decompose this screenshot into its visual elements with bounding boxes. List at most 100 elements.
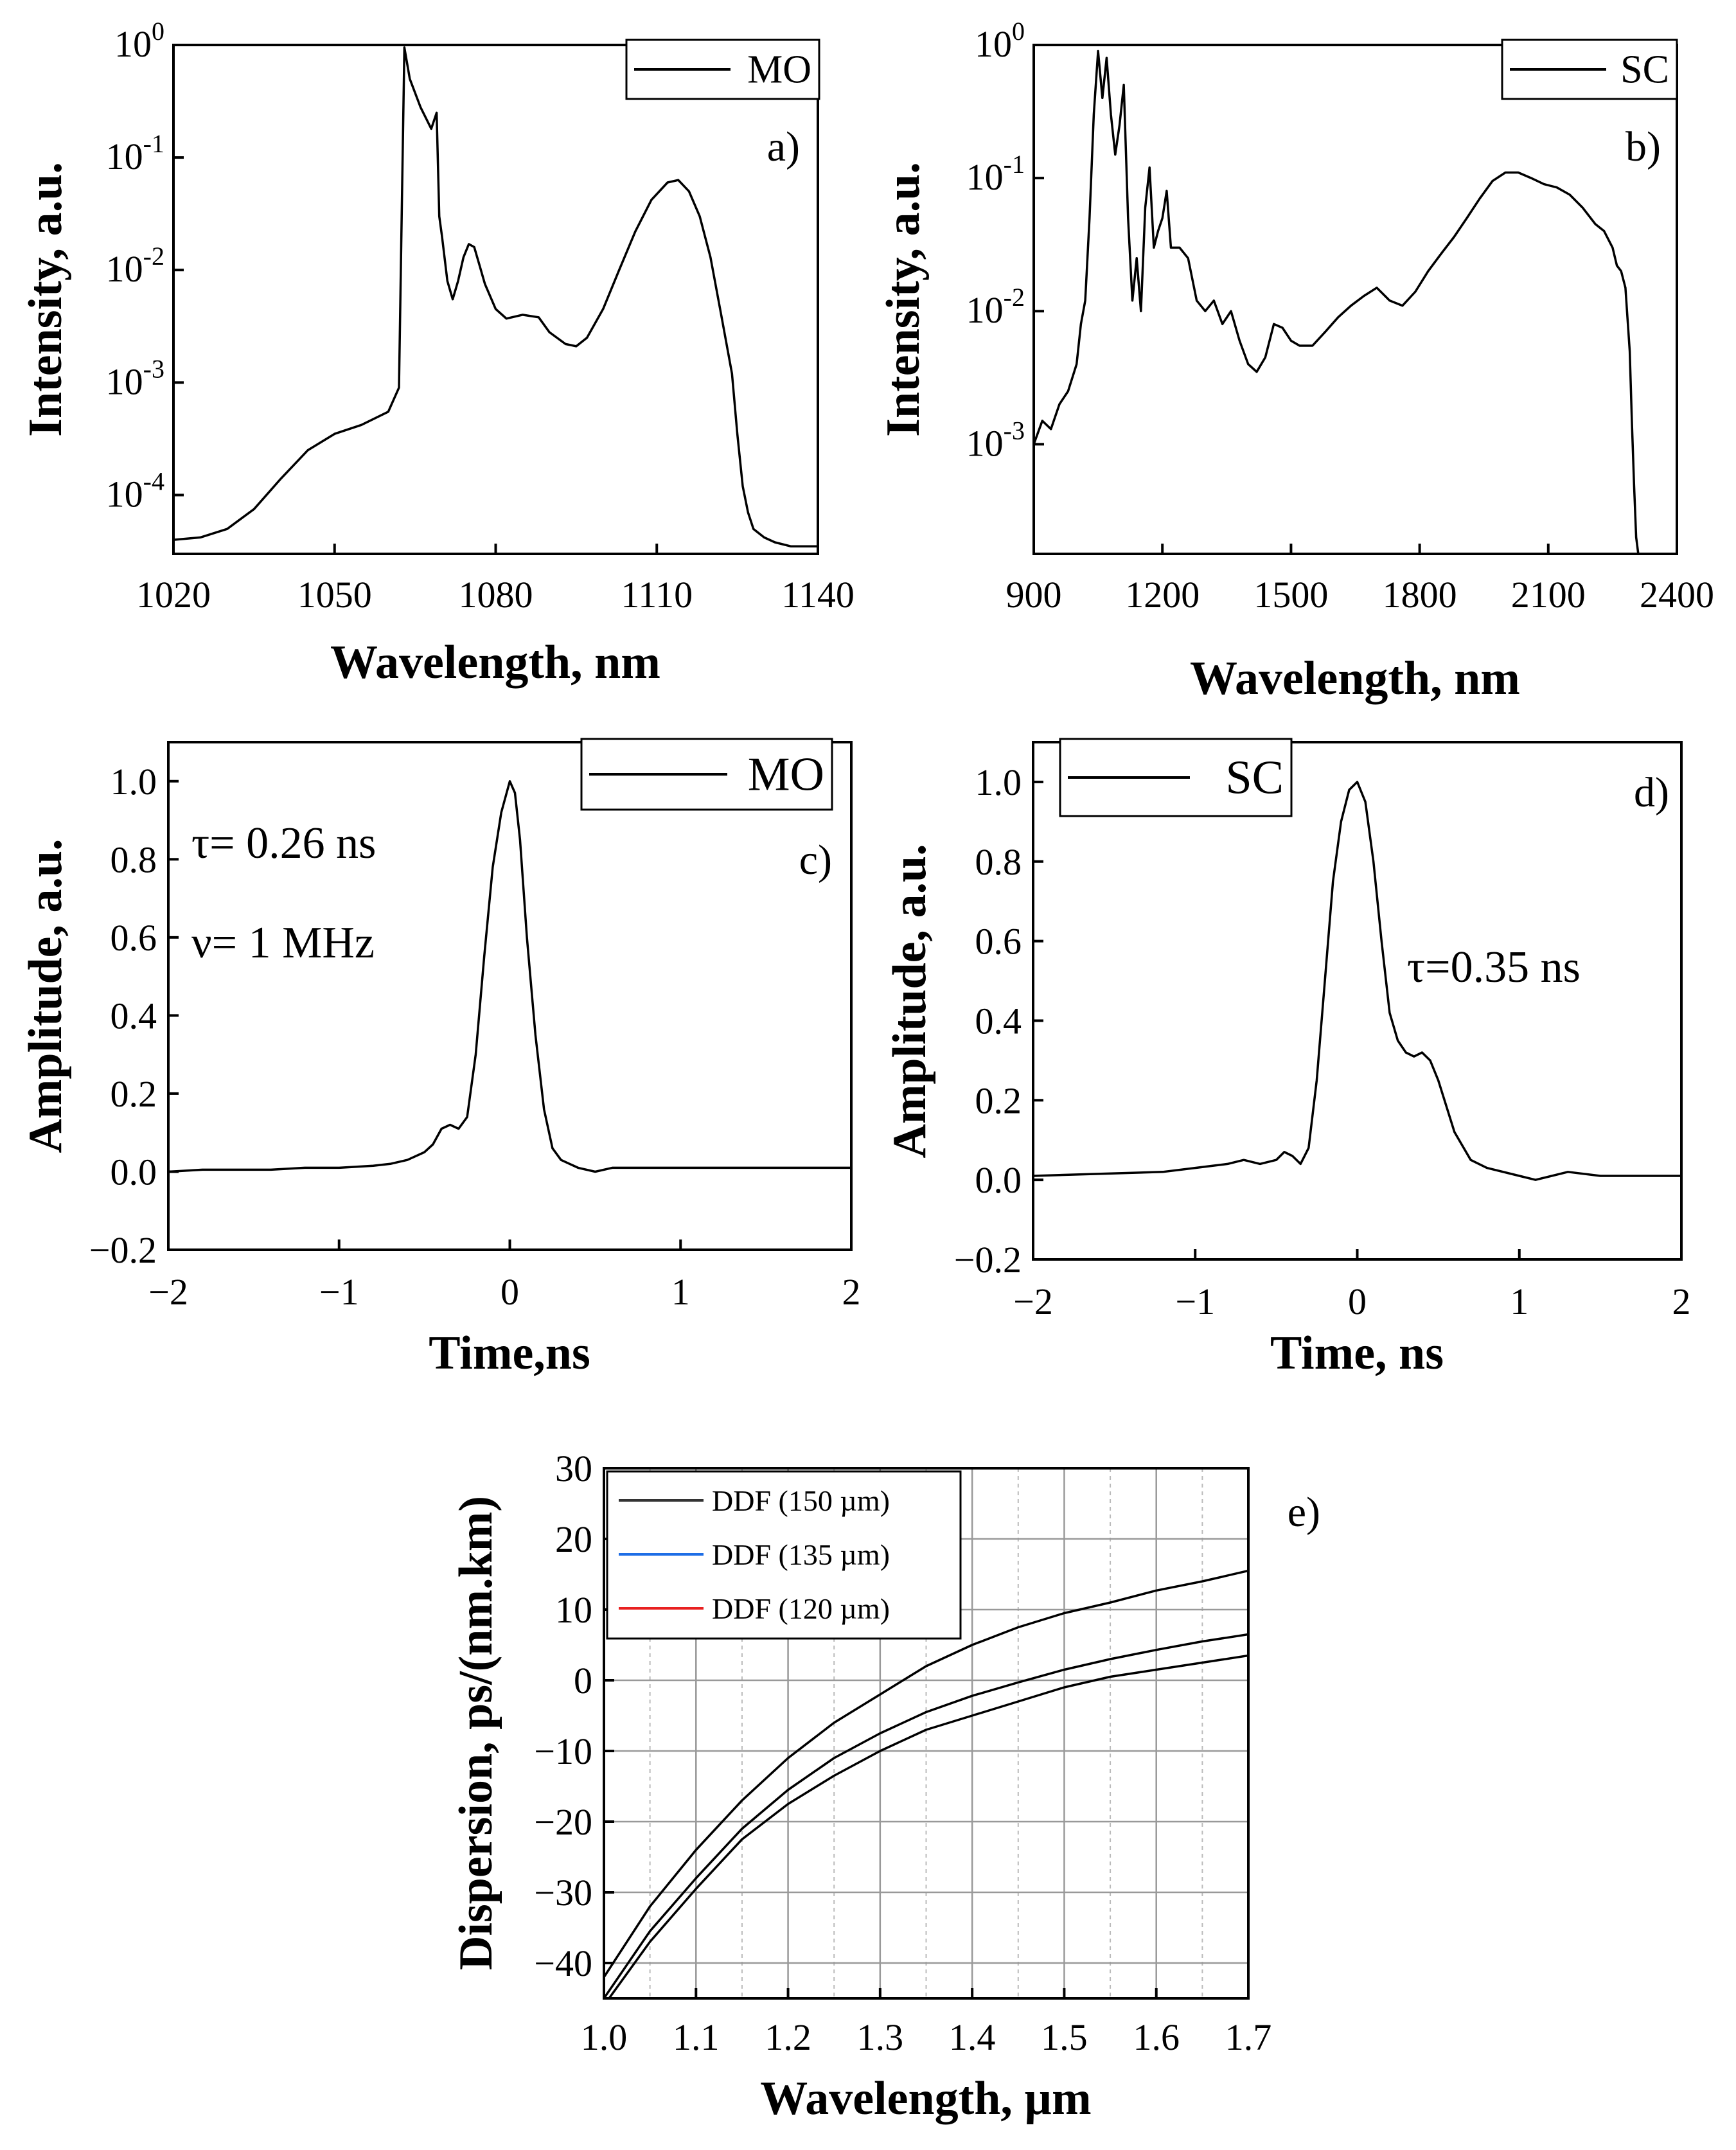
series-line-1 — [168, 780, 851, 1173]
x-tick-label: 1.6 — [1133, 2016, 1180, 2058]
x-axis-title: Time,ns — [429, 1327, 590, 1380]
legend-label: DDF (150 µm) — [712, 1484, 890, 1517]
y-tick-label: 10-2 — [966, 283, 1025, 331]
annotation-text: ν= 1 MHz — [191, 918, 375, 968]
plot-frame — [1032, 741, 1683, 1261]
x-tick-label: 1.5 — [1041, 2016, 1088, 2058]
x-tick-label: 1140 — [781, 574, 855, 616]
x-tick-label: 2400 — [1640, 574, 1714, 616]
series-line-1 — [604, 1569, 1248, 1978]
x-tick-label: −1 — [319, 1271, 359, 1313]
y-axis-title: Dispersion, ps/(nm.km) — [450, 1496, 502, 1970]
annotation-text: τ=0.35 ns — [1407, 943, 1581, 992]
annotation-text: τ= 0.26 ns — [191, 819, 376, 868]
legend-label: SC — [1620, 48, 1669, 91]
y-tick-label: 1.0 — [975, 761, 1022, 803]
panel-e-dispersion: 1.0 1.1 1.2 1.3 1.4 1.5 1.6 1.7 −40 −30 −20 −10 0 10 2… — [450, 1448, 1320, 2125]
x-tick-label: 1.3 — [857, 2016, 904, 2058]
y-tick-label: 10-2 — [106, 242, 164, 290]
x-tick-label: 1.7 — [1225, 2016, 1272, 2058]
x-axis-title: Time, ns — [1270, 1327, 1444, 1380]
panel-label: e) — [1288, 1489, 1320, 1536]
y-tick-label: −30 — [534, 1872, 592, 1914]
panel-label: b) — [1625, 123, 1661, 170]
y-tick-label: 0.8 — [111, 839, 157, 880]
x-axis-title: Wavelength, nm — [1190, 652, 1520, 705]
x-tick-label: 1200 — [1125, 574, 1200, 616]
y-tick-label: 30 — [555, 1448, 592, 1489]
x-axis-title: Wavelength, nm — [330, 636, 660, 689]
panel-b-spectrum-sc: 900 1200 1500 1800 2100 2400 100 10-1 10-2 10-3 Wa… — [877, 17, 1714, 705]
y-tick-label: 100 — [114, 17, 164, 65]
y-tick-label: 10-3 — [966, 416, 1025, 464]
y-axis-title: Amplitude, a.u. — [883, 844, 936, 1158]
legend-label: DDF (120 µm) — [712, 1592, 890, 1625]
panel-a-spectrum-mo: 1020 1050 1080 1110 1140 100 10-1 10-2 10-3 10-4 W… — [19, 17, 855, 689]
y-axis-title: Intensity, a.u. — [877, 162, 930, 437]
y-tick-label: 0 — [574, 1660, 592, 1701]
plot-frame — [1032, 44, 1678, 555]
x-tick-label: 0 — [500, 1271, 519, 1313]
y-tick-label: 10-1 — [966, 150, 1025, 198]
x-tick-label: 1050 — [297, 574, 372, 616]
panel-label: d) — [1634, 769, 1669, 816]
y-tick-label: 0.2 — [111, 1073, 157, 1115]
y-tick-label: 10-4 — [106, 466, 164, 515]
x-tick-label: 2100 — [1511, 574, 1586, 616]
x-tick-label: 1.4 — [949, 2016, 996, 2058]
x-tick-label: 1500 — [1253, 574, 1328, 616]
y-tick-label: −40 — [534, 1942, 592, 1984]
x-tick-label: 2 — [1672, 1281, 1691, 1322]
y-tick-label: 0.4 — [975, 1000, 1022, 1042]
series-line-1 — [173, 46, 818, 548]
y-tick-label: 0.0 — [975, 1159, 1022, 1201]
series-line-3 — [607, 1654, 1248, 1998]
series-line-1 — [1034, 49, 1640, 554]
x-tick-label: 1080 — [459, 574, 533, 616]
y-tick-label: 20 — [555, 1518, 592, 1560]
y-tick-label: 10-1 — [106, 129, 164, 177]
y-tick-label: 10 — [555, 1589, 592, 1631]
y-tick-label: 0.6 — [111, 917, 157, 959]
x-tick-label: 1 — [1510, 1281, 1528, 1322]
x-tick-label: 2 — [842, 1271, 861, 1313]
plot-frame — [172, 44, 819, 555]
y-tick-label: 0.4 — [111, 995, 157, 1036]
series-line-1 — [1033, 781, 1681, 1181]
series-line-2 — [604, 1633, 1248, 1998]
x-tick-label: 1.2 — [765, 2016, 811, 2058]
panel-label: a) — [767, 123, 800, 170]
y-tick-label: −0.2 — [89, 1229, 157, 1271]
x-tick-label: 1.1 — [673, 2016, 720, 2058]
x-tick-label: −2 — [1013, 1281, 1053, 1322]
y-tick-label: 1.0 — [111, 761, 157, 803]
y-tick-label: 0.0 — [111, 1151, 157, 1193]
y-tick-label: 0.6 — [975, 921, 1022, 963]
y-tick-label: −0.2 — [954, 1239, 1022, 1281]
legend-label: SC — [1225, 751, 1284, 804]
x-axis-title: Wavelength, µm — [760, 2072, 1091, 2125]
x-tick-label: 1110 — [621, 574, 693, 616]
y-tick-label: 100 — [975, 17, 1025, 65]
panel-c-pulse-mo: −2 −1 0 1 2 −0.2 0.0 0.2 0.4 0.6 0.8 1.0 Time,ns Ampl… — [19, 738, 861, 1380]
x-tick-label: 900 — [1006, 574, 1062, 616]
x-tick-label: 0 — [1348, 1281, 1367, 1322]
panel-d-pulse-sc: −2 −1 0 1 2 −0.2 0.0 0.2 0.4 0.6 0.8 1.0 Time, ns Amp… — [883, 738, 1691, 1380]
x-tick-label: 1020 — [136, 574, 211, 616]
y-tick-label: 10-3 — [106, 354, 164, 402]
legend-label: MO — [747, 48, 811, 91]
y-tick-label: −20 — [534, 1801, 592, 1843]
x-tick-label: −1 — [1175, 1281, 1215, 1322]
y-axis-title: Intensity, a.u. — [19, 162, 72, 437]
y-tick-label: 0.2 — [975, 1079, 1022, 1121]
legend-label: DDF (135 µm) — [712, 1538, 890, 1571]
x-tick-label: 1.0 — [581, 2016, 628, 2058]
x-tick-label: −2 — [148, 1271, 188, 1313]
x-tick-label: 1 — [671, 1271, 690, 1313]
y-axis-title: Amplitude, a.u. — [19, 839, 72, 1153]
panel-label: c) — [799, 837, 832, 884]
plot-frame — [603, 1467, 1250, 2000]
y-tick-label: 0.8 — [975, 841, 1022, 883]
x-tick-label: 1800 — [1383, 574, 1457, 616]
